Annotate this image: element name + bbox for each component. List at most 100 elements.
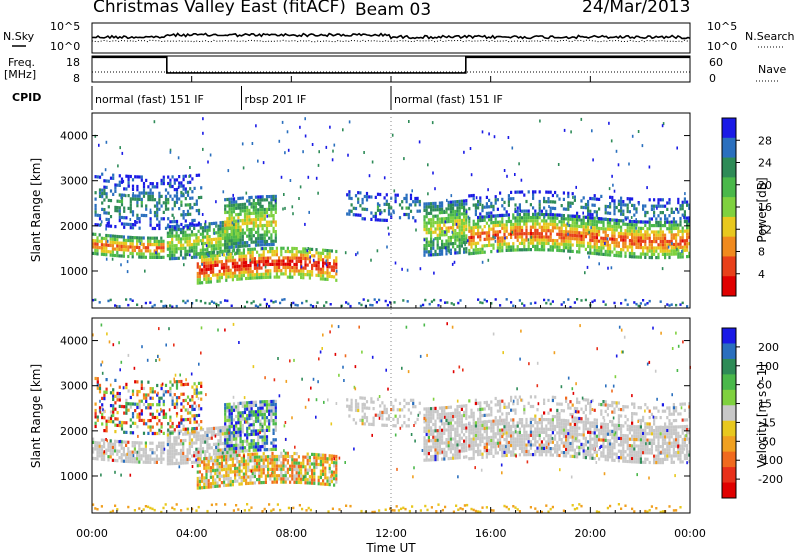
data-cell	[214, 263, 217, 267]
data-cell	[228, 210, 231, 214]
data-cell	[215, 445, 218, 449]
data-cell	[210, 433, 213, 437]
data-cell	[230, 197, 233, 201]
data-cell	[306, 273, 309, 277]
data-cell	[335, 477, 338, 481]
data-cell	[415, 228, 417, 232]
data-cell	[361, 207, 364, 211]
data-cell	[675, 220, 678, 224]
data-cell	[267, 474, 270, 478]
data-cell	[169, 386, 172, 390]
data-cell	[145, 396, 148, 400]
data-cell	[650, 217, 653, 221]
data-cell	[506, 174, 508, 178]
data-cell	[257, 159, 259, 163]
data-cell	[142, 386, 146, 391]
data-cell	[118, 193, 121, 197]
data-cell	[657, 224, 660, 228]
data-cell	[209, 475, 212, 479]
data-cell	[151, 226, 154, 231]
data-cell	[302, 276, 305, 280]
data-cell	[628, 255, 631, 259]
data-cell	[582, 238, 585, 242]
data-cell	[256, 250, 259, 254]
data-cell	[118, 183, 121, 187]
data-cell	[326, 268, 329, 272]
data-cell	[554, 239, 557, 243]
data-cell	[259, 406, 262, 410]
data-cell	[195, 202, 198, 206]
data-cell	[447, 226, 450, 230]
data-cell	[274, 438, 277, 442]
data-cell	[230, 207, 233, 211]
data-cell	[156, 383, 159, 388]
data-cell	[540, 228, 543, 233]
data-cell	[158, 243, 161, 247]
data-cell	[101, 172, 104, 176]
data-cell	[326, 265, 329, 269]
data-cell	[444, 301, 447, 304]
data-cell	[262, 480, 265, 485]
data-cell	[232, 431, 236, 435]
data-cell	[265, 230, 269, 234]
data-cell	[179, 448, 183, 452]
data-cell	[142, 431, 146, 435]
data-cell	[248, 401, 251, 405]
data-cell	[226, 217, 229, 221]
data-cell	[587, 232, 590, 236]
data-cell	[118, 449, 121, 453]
data-cell	[261, 211, 264, 215]
data-cell	[232, 437, 236, 441]
data-cell	[216, 257, 219, 261]
data-cell	[142, 418, 146, 423]
data-cell	[265, 400, 269, 404]
data-cell	[593, 203, 596, 207]
data-cell	[639, 226, 642, 230]
data-cell	[107, 198, 110, 202]
data-cell	[532, 238, 535, 242]
data-cell	[593, 226, 596, 230]
data-cell	[635, 223, 638, 227]
data-cell	[325, 263, 328, 267]
data-cell	[140, 197, 143, 201]
data-cell	[271, 250, 274, 254]
data-cell	[205, 267, 208, 272]
data-cell	[549, 216, 552, 220]
data-cell	[659, 236, 662, 240]
data-cell	[540, 209, 543, 213]
data-cell	[264, 477, 267, 481]
data-cell	[140, 454, 143, 458]
data-cell	[292, 212, 294, 216]
data-cell	[463, 212, 466, 216]
data-cell	[258, 202, 260, 206]
data-cell	[169, 181, 172, 185]
data-cell	[236, 457, 239, 461]
data-cell	[644, 303, 647, 306]
data-cell	[229, 271, 232, 276]
data-cell	[235, 408, 238, 412]
data-cell	[518, 190, 521, 194]
data-cell	[653, 214, 656, 218]
data-cell	[249, 276, 252, 280]
data-cell	[492, 227, 495, 231]
data-cell	[209, 153, 212, 157]
data-cell	[505, 229, 508, 233]
data-cell	[261, 413, 264, 417]
data-cell	[644, 255, 647, 259]
data-cell	[235, 200, 238, 204]
data-cell	[683, 210, 686, 214]
data-cell	[226, 425, 229, 429]
data-cell	[456, 235, 459, 239]
data-cell	[251, 481, 254, 485]
data-cell	[425, 215, 428, 219]
data-cell	[92, 245, 95, 249]
data-cell	[532, 241, 535, 245]
data-cell	[300, 474, 303, 478]
data-cell	[300, 464, 303, 469]
data-cell	[177, 237, 180, 241]
data-cell	[653, 236, 656, 240]
data-cell	[571, 217, 574, 221]
data-cell	[262, 259, 265, 264]
data-cell	[297, 471, 300, 475]
data-cell	[551, 193, 554, 198]
